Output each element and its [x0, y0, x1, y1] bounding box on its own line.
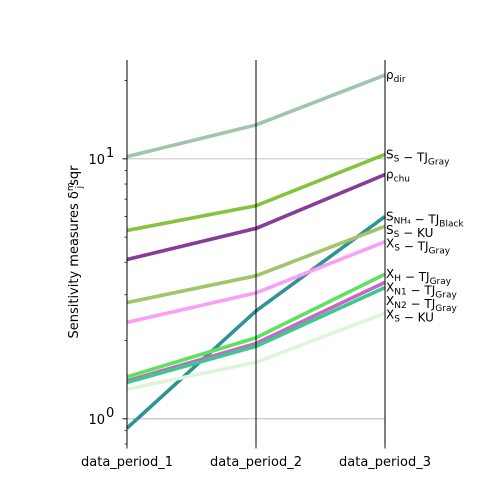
- series-label-3: SNH₄ − TJBlack: [386, 210, 464, 230]
- y-tick-exp-0: 0: [106, 406, 114, 421]
- series-label-4: SS − KU: [386, 223, 433, 240]
- x-tick-label-2: data_period_3: [339, 455, 431, 470]
- series-label-2: ρchu: [386, 168, 410, 185]
- y-axis-label: Sensitivity measures δmjsqr: [66, 165, 85, 339]
- series-label-9: XS − KU: [386, 308, 434, 325]
- x-tick-label-0: data_period_1: [81, 455, 173, 470]
- series-label-5: XS − TJGray: [386, 237, 451, 257]
- series-label-8: XN2 − TJGray: [386, 294, 457, 314]
- series-label-0: ρdir: [386, 68, 406, 85]
- series-label-1: SS − TJGray: [386, 147, 450, 167]
- x-tick-label-1: data_period_2: [210, 455, 302, 470]
- series-label-6: XH − TJGray: [386, 267, 452, 287]
- series-label-7: XN1 − TJGray: [386, 281, 457, 301]
- axes: [122, 60, 386, 449]
- y-tick-exp-1: 1: [106, 146, 114, 161]
- y-tick-label-0: 10: [88, 413, 105, 428]
- y-tick-label-1: 10: [88, 153, 105, 168]
